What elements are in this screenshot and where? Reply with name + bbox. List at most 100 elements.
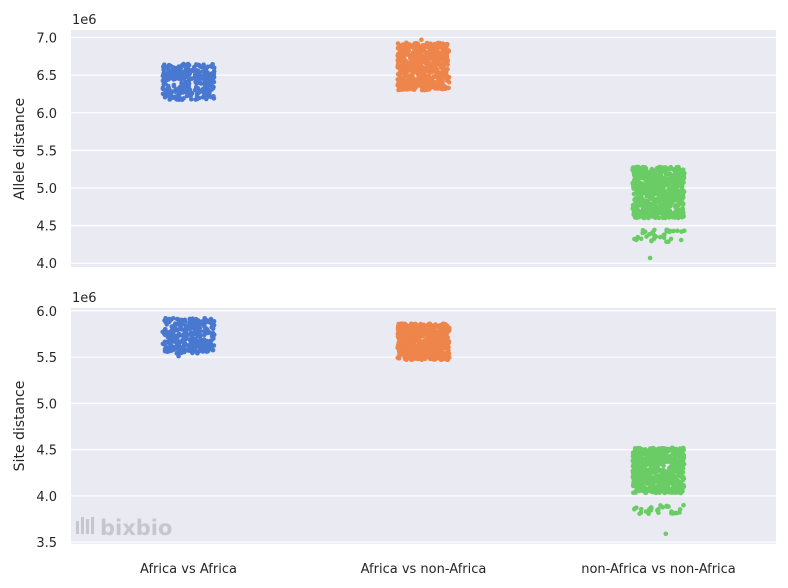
data-point: [635, 446, 641, 452]
data-point: [189, 76, 195, 81]
data-point: [631, 464, 637, 469]
data-point: [653, 457, 658, 463]
data-point: [652, 475, 657, 481]
data-point: [194, 70, 200, 76]
data-point: [178, 90, 183, 96]
data-point: [207, 87, 212, 92]
data-point: [635, 187, 641, 193]
data-point: [205, 349, 211, 354]
data-point: [681, 447, 686, 453]
data-point: [170, 316, 176, 321]
data-point: [655, 466, 661, 471]
data-point: [416, 329, 422, 334]
data-point: [675, 473, 680, 479]
data-point: [396, 62, 401, 67]
data-point: [443, 61, 449, 66]
data-point: [205, 82, 211, 88]
data-point: [412, 338, 418, 344]
data-point: [396, 53, 402, 58]
data-point: [675, 451, 681, 457]
data-point: [631, 490, 636, 496]
data-point: [662, 487, 667, 493]
data-point: [201, 86, 206, 92]
data-point: [676, 488, 682, 493]
data-point: [428, 343, 434, 348]
data-point: [669, 509, 674, 514]
data-point: [647, 213, 653, 218]
data-point: [661, 167, 667, 173]
data-point: [676, 479, 681, 484]
data-point: [191, 341, 197, 347]
data-point: [675, 447, 681, 453]
strip-points: [160, 316, 687, 537]
data-point: [435, 348, 440, 353]
data-point: [649, 238, 654, 244]
data-point: [211, 65, 217, 71]
data-point: [442, 332, 447, 338]
offset-label: 1e6: [72, 13, 97, 28]
data-point: [420, 77, 426, 82]
data-point: [444, 356, 449, 362]
data-point: [193, 328, 198, 334]
data-point: [166, 63, 172, 68]
data-point: [408, 58, 414, 63]
data-point: [653, 472, 659, 477]
data-point: [639, 506, 644, 512]
data-point: [160, 329, 165, 335]
data-point: [673, 455, 678, 460]
data-point: [439, 345, 445, 350]
data-point: [399, 87, 405, 92]
data-point: [181, 348, 187, 354]
data-point: [186, 63, 192, 68]
data-point: [667, 179, 672, 184]
data-point: [397, 341, 403, 347]
data-point: [204, 342, 209, 348]
data-point: [681, 452, 687, 458]
data-point: [443, 57, 449, 62]
data-point: [421, 87, 427, 92]
data-point: [668, 477, 673, 483]
data-point: [197, 63, 203, 69]
data-point: [162, 94, 168, 100]
data-point: [631, 182, 637, 187]
data-point: [416, 74, 422, 80]
data-point: [669, 199, 674, 204]
x-tick-label: Africa vs non-Africa: [361, 562, 487, 577]
bar-logo-icon: [76, 517, 94, 534]
data-point: [200, 349, 206, 354]
data-point: [631, 481, 637, 487]
data-point: [638, 478, 644, 484]
data-point: [171, 84, 177, 89]
data-point: [670, 214, 675, 220]
data-point: [650, 189, 655, 194]
data-point: [407, 79, 413, 85]
data-point: [166, 85, 172, 91]
data-point: [204, 96, 209, 102]
data-point: [172, 95, 177, 100]
data-point: [671, 191, 677, 196]
data-point: [207, 330, 212, 335]
data-point: [400, 67, 406, 72]
data-point: [655, 484, 660, 490]
data-point: [635, 211, 641, 216]
data-point: [650, 461, 655, 467]
data-point: [441, 352, 447, 357]
data-point: [416, 63, 422, 69]
data-point: [201, 337, 207, 342]
data-point: [193, 80, 199, 86]
data-point: [407, 65, 412, 71]
y-tick-label: 5.0: [36, 397, 57, 412]
data-point: [670, 451, 676, 457]
data-point: [405, 73, 410, 78]
data-point: [664, 503, 669, 509]
data-point: [437, 57, 442, 63]
data-point: [186, 326, 192, 331]
data-point: [412, 49, 417, 54]
data-point: [639, 174, 644, 179]
data-point: [421, 70, 427, 75]
data-point: [160, 341, 166, 347]
offset-label: 1e6: [72, 291, 97, 306]
data-point: [445, 349, 450, 355]
data-point: [638, 196, 643, 202]
data-point: [182, 335, 187, 340]
